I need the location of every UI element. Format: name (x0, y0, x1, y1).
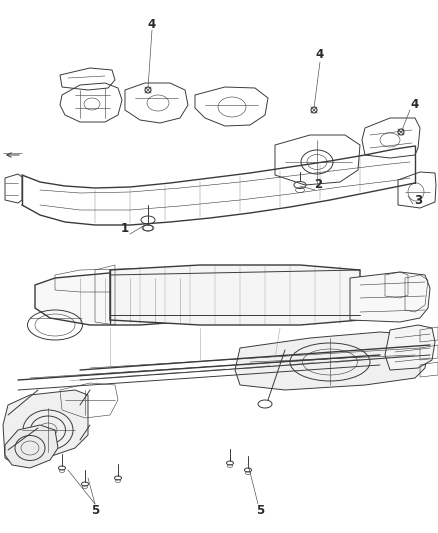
Text: 1: 1 (121, 222, 129, 235)
Text: 4: 4 (411, 99, 419, 111)
Text: 5: 5 (256, 504, 264, 516)
Polygon shape (35, 270, 200, 325)
Polygon shape (5, 425, 58, 468)
Polygon shape (350, 272, 430, 322)
Polygon shape (235, 332, 428, 390)
Polygon shape (3, 390, 88, 465)
Polygon shape (110, 265, 360, 325)
Polygon shape (385, 325, 435, 370)
Text: 4: 4 (316, 49, 324, 61)
Text: 3: 3 (414, 193, 422, 206)
Text: 2: 2 (314, 179, 322, 191)
Text: 5: 5 (91, 504, 99, 516)
Text: 4: 4 (148, 19, 156, 31)
